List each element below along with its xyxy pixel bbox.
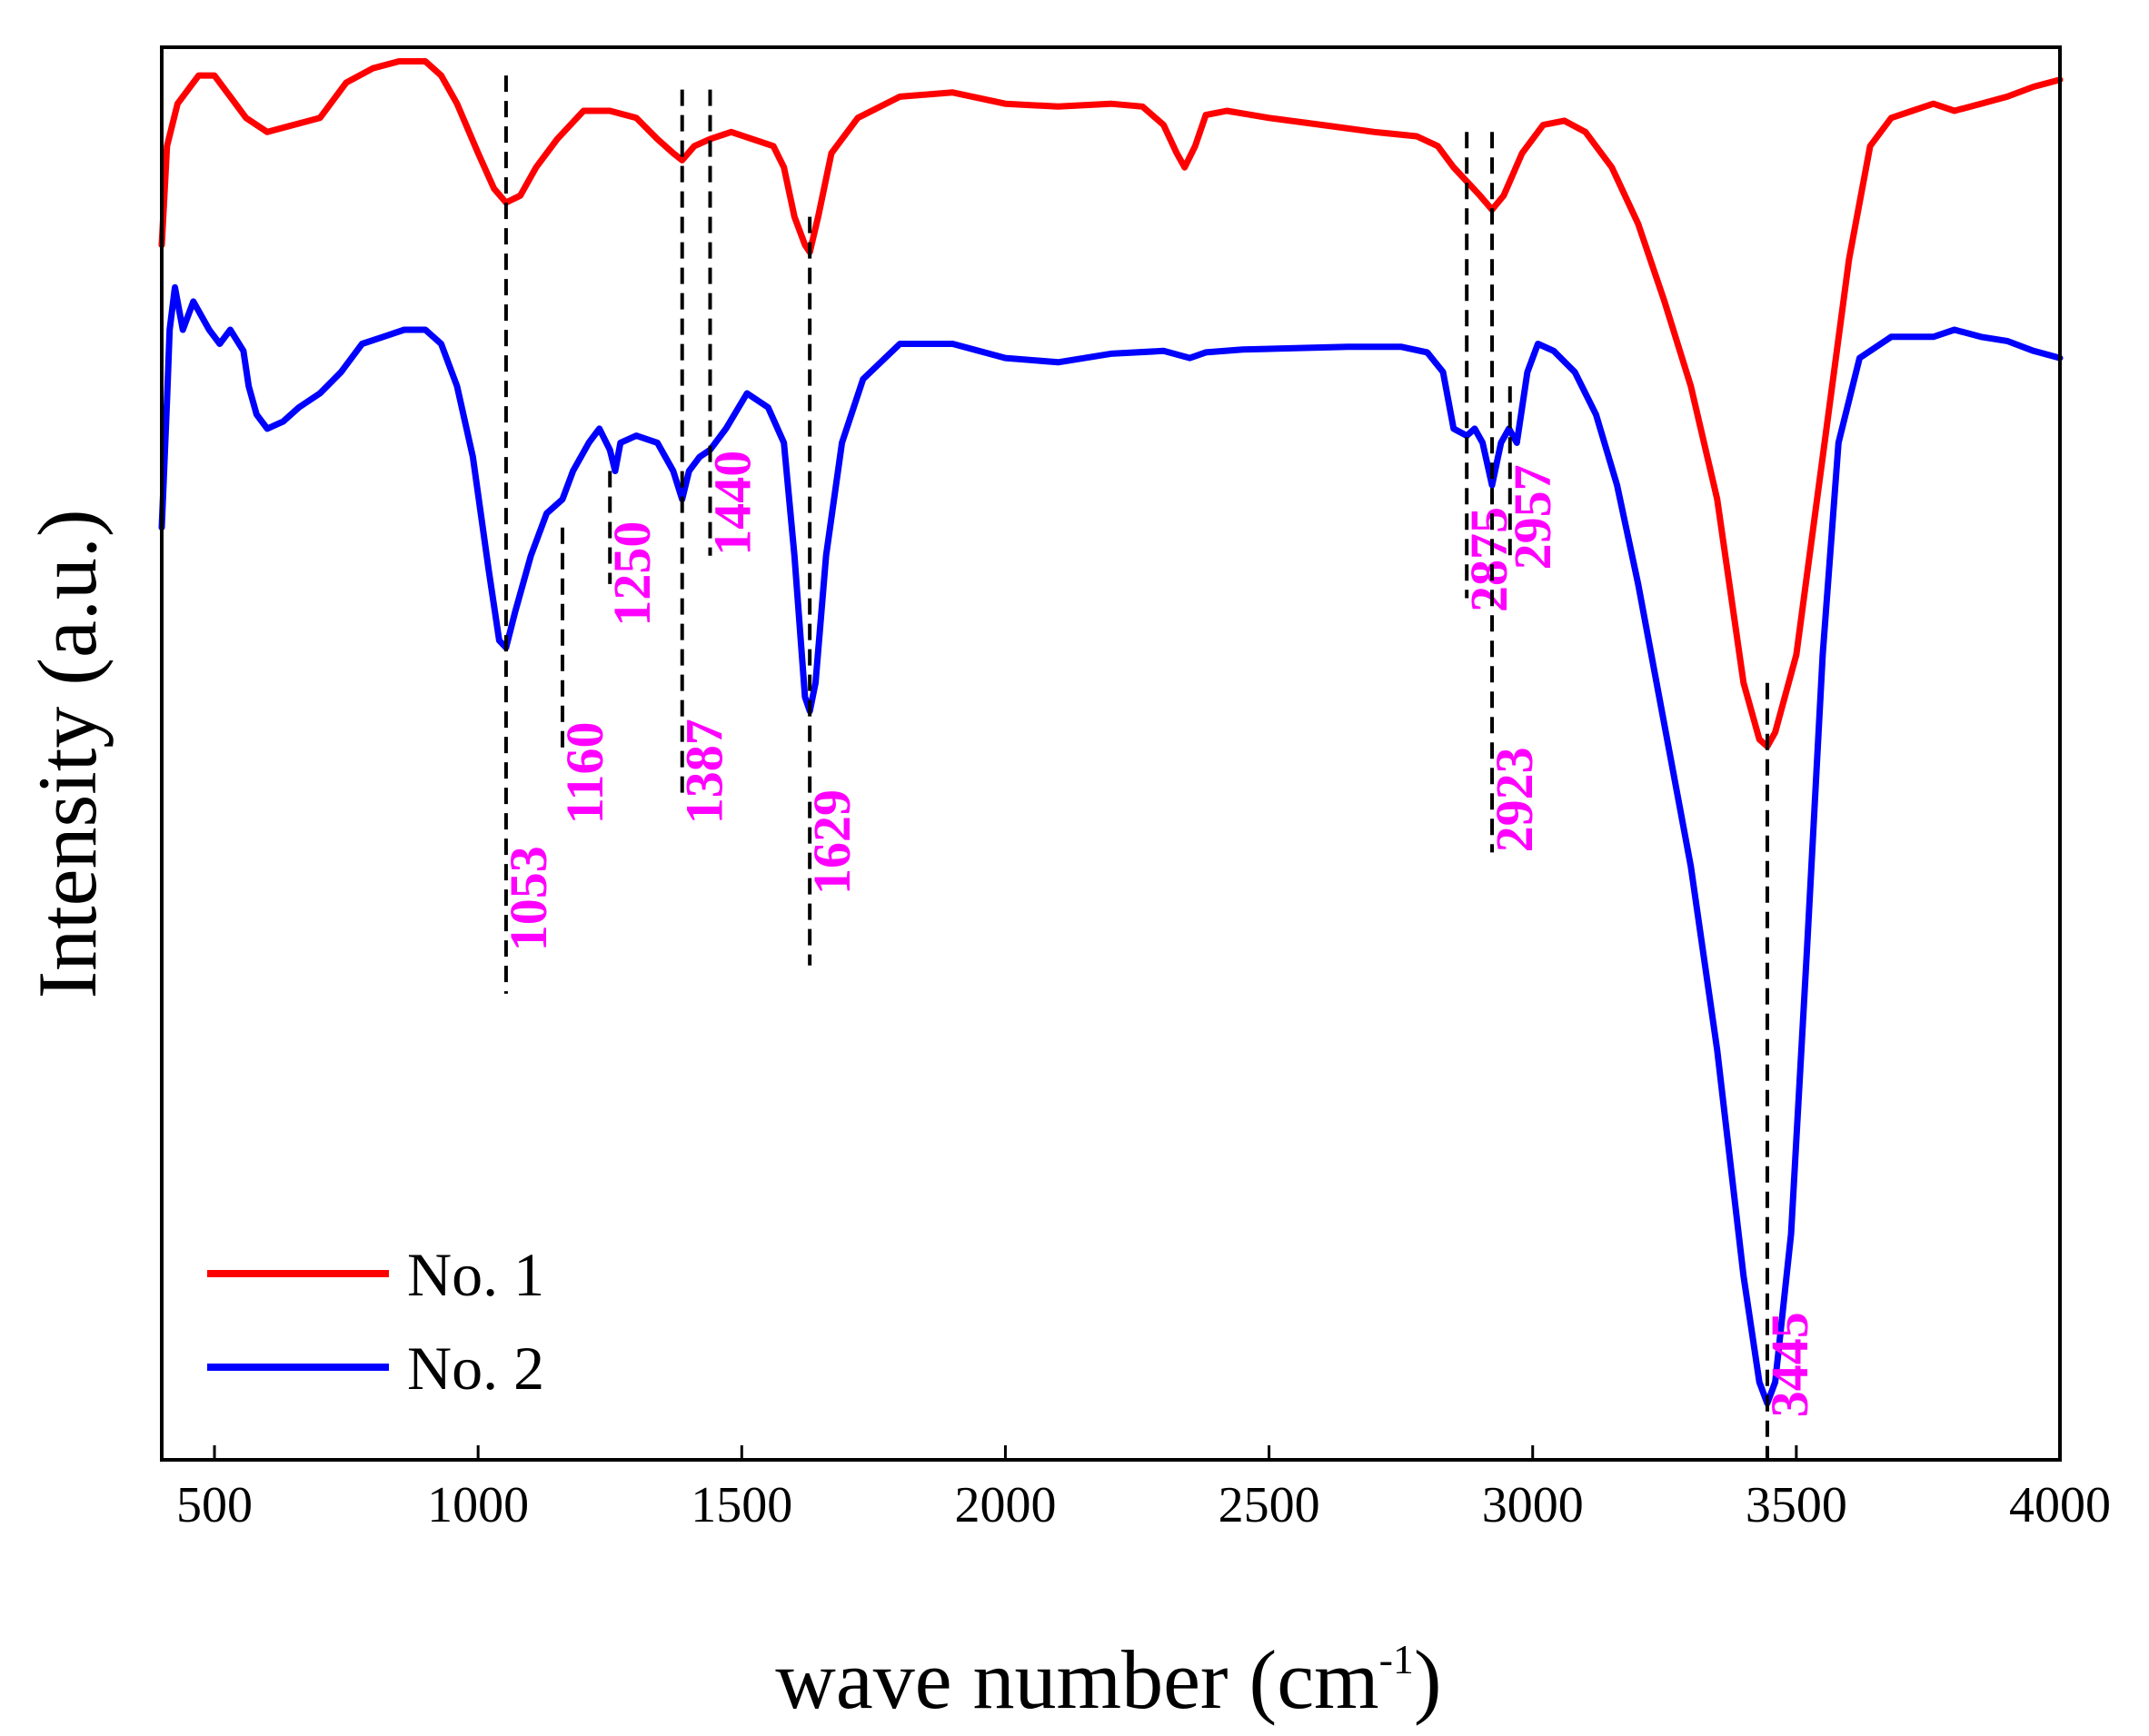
series-line-no-2 (158, 283, 2064, 1407)
x-tick-label-1000: 1000 (427, 1477, 529, 1533)
peak-label-1629: 1629 (802, 789, 861, 895)
x-axis-title-close: ) (1414, 1633, 1442, 1726)
x-tick-label-4000: 4000 (2009, 1477, 2111, 1533)
peak-label-1250: 1250 (602, 521, 662, 627)
peak-label-2957: 2957 (1503, 464, 1562, 570)
series-line-no-1 (158, 58, 2064, 750)
legend: No. 1 No. 2 (207, 1240, 544, 1403)
x-tick-label-3000: 3000 (1482, 1477, 1584, 1533)
legend-label-no1: No. 1 (407, 1240, 544, 1309)
peak-label-1440: 1440 (703, 451, 762, 556)
legend-label-no2: No. 2 (407, 1334, 544, 1403)
y-axis-title: Intensity (a.u.) (21, 509, 114, 998)
series-layer (158, 58, 2064, 1407)
peak-label-3445: 3445 (1760, 1312, 1819, 1417)
peak-label-1387: 1387 (675, 719, 734, 824)
peak-label-2923: 2923 (1485, 747, 1544, 852)
x-axis-title-superscript: -1 (1379, 1636, 1414, 1682)
x-tick-label-2500: 2500 (1219, 1477, 1320, 1533)
x-axis-title-text: wave number (cm (775, 1633, 1378, 1726)
x-axis-title: wave number (cm-1) (775, 1633, 1441, 1726)
peak-label-1053: 1053 (499, 846, 558, 951)
x-tick-label-1500: 1500 (691, 1477, 792, 1533)
x-tick-label-500: 500 (176, 1477, 253, 1533)
x-tick-label-2000: 2000 (954, 1477, 1056, 1533)
plot-frame (160, 45, 2062, 1462)
x-axis: 500 1000 1500 2000 2500 3000 3500 4000 (176, 1445, 2111, 1533)
x-tick-label-3500: 3500 (1746, 1477, 1847, 1533)
peak-label-1160: 1160 (555, 721, 614, 824)
